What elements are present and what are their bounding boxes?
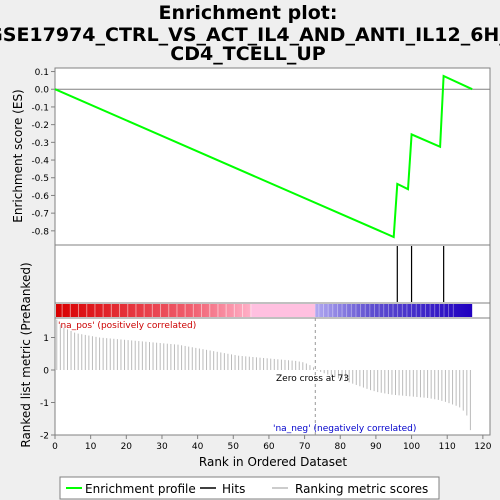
x-tick-label: 10 [85, 442, 97, 452]
x-tick-label: 90 [370, 442, 382, 452]
x-tick-label: 120 [474, 442, 491, 452]
es-panel-frame [55, 68, 490, 245]
rank-ytick-label: 0 [43, 367, 49, 377]
x-tick-label: 80 [335, 442, 347, 452]
x-tick-label: 20 [121, 442, 133, 452]
hits-panel-frame [55, 245, 490, 303]
es-ytick-label: -0.4 [31, 157, 49, 167]
legend: Enrichment profile Hits Ranking metric s… [60, 477, 439, 499]
es-ytick-label: -0.8 [31, 227, 49, 237]
x-tick-label: 60 [263, 442, 275, 452]
negative-correlation-label: 'na_neg' (negatively correlated) [273, 424, 416, 434]
legend-enrichment-label: Enrichment profile [85, 482, 196, 496]
color-bar-neutral [251, 304, 315, 317]
es-ytick-label: -0.3 [31, 139, 49, 149]
color-bar [55, 303, 490, 318]
positive-correlation-label: 'na_pos' (positively correlated) [58, 321, 196, 331]
zero-cross-label: Zero cross at 73 [276, 374, 349, 384]
rank-panel-frame [55, 318, 490, 435]
es-ytick-label: -0.1 [31, 103, 49, 113]
rank-axis-label: Ranked list metric (PreRanked) [19, 262, 33, 447]
x-tick-label: 70 [299, 442, 311, 452]
x-tick-label: 0 [52, 442, 58, 452]
x-axis-label: Rank in Ordered Dataset [199, 455, 347, 469]
legend-hits-label: Hits [222, 482, 245, 496]
es-ytick-label: 0.0 [35, 86, 50, 96]
es-ytick-label: -0.5 [31, 174, 49, 184]
rank-ytick-label: 1 [43, 334, 49, 344]
hits-panel [55, 245, 490, 303]
chart-subtitle-line-2: CD4_TCELL_UP [170, 43, 325, 65]
x-axis: 0 10 20 30 40 50 60 70 80 90 100 110 120 [52, 435, 492, 452]
chart-title: Enrichment plot: [159, 2, 338, 24]
x-tick-label: 50 [228, 442, 240, 452]
es-ytick-label: -0.2 [31, 121, 49, 131]
x-tick-label: 110 [439, 442, 456, 452]
x-tick-label: 30 [156, 442, 168, 452]
rank-ytick-label: -1 [40, 399, 49, 409]
es-ytick-label: -0.6 [31, 192, 49, 202]
es-axis-label: Enrichment score (ES) [11, 89, 25, 222]
legend-ranking-label: Ranking metric scores [295, 482, 428, 496]
es-panel: 0.1 0.0 -0.1 -0.2 -0.3 -0.4 -0.5 -0.6 -0.7 -0.8 E… [11, 68, 490, 245]
es-ytick-label: 0.1 [35, 68, 49, 78]
color-bar-positive [56, 304, 251, 317]
x-tick-label: 100 [403, 442, 420, 452]
rank-ytick-label: -2 [40, 432, 49, 442]
es-ytick-label: -0.7 [31, 210, 49, 220]
x-tick-label: 40 [192, 442, 204, 452]
